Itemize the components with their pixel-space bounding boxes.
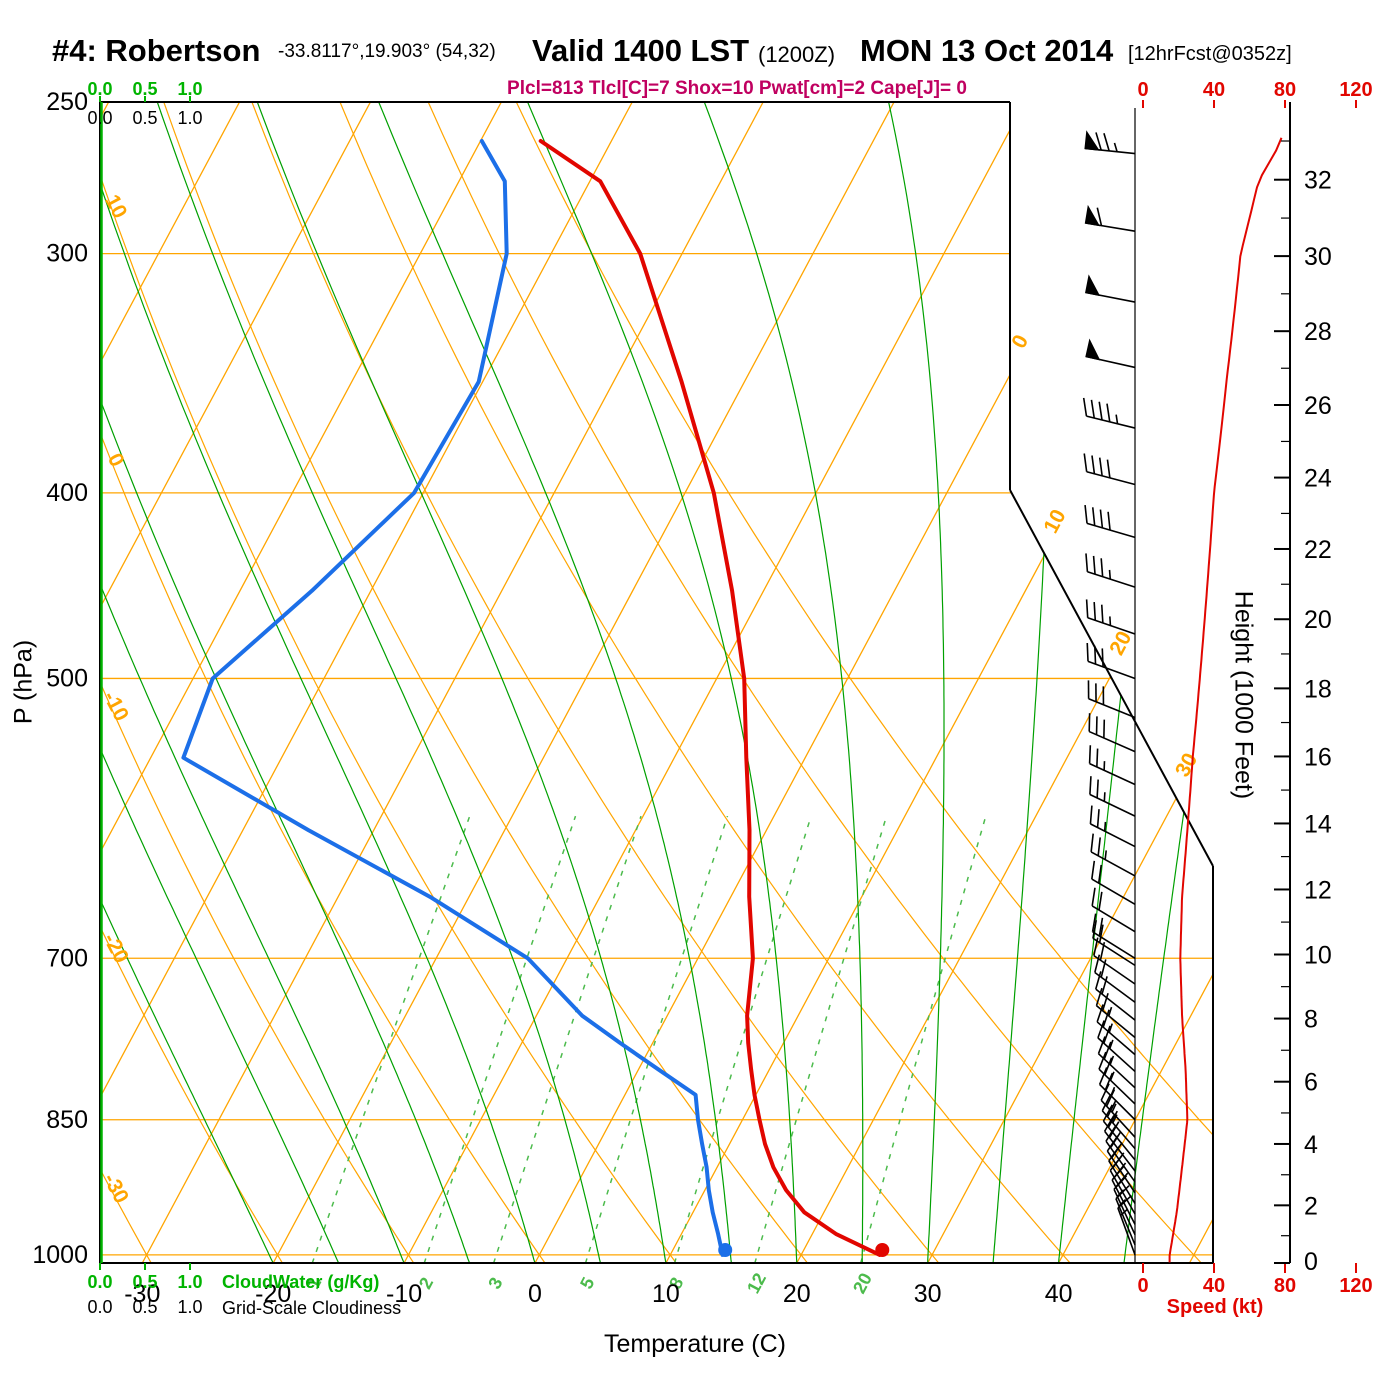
surface-temperature-dot (875, 1243, 890, 1257)
height-tick-label: 16 (1304, 743, 1332, 771)
height-tick-label: 26 (1304, 392, 1332, 420)
temperature-tick-label: 10 (652, 1280, 680, 1308)
pressure-tick-label: 300 (46, 240, 88, 268)
height-tick-label: 8 (1304, 1006, 1318, 1034)
page-title: #4: Robertson (52, 33, 261, 68)
temperature-tick-label: 40 (1045, 1280, 1073, 1308)
plot-frame (99, 101, 1214, 1264)
valid-time: Valid 1400 LST (532, 33, 750, 68)
forecast-tag: [12hrFcst@0352z] (1128, 43, 1292, 65)
height-tick-label: 2 (1304, 1192, 1318, 1220)
height-tick-label: 20 (1304, 606, 1332, 634)
cloudiness-scale-bottom: 0.0 (87, 1297, 112, 1317)
cloudwater-scale-top: 0.0 (87, 79, 112, 99)
pressure-lines (100, 252, 1213, 1256)
pressure-axis-title: P (hPa) (9, 639, 38, 725)
pressure-tick-label: 850 (46, 1106, 88, 1134)
mixing-ratio-lines (311, 815, 987, 1263)
mixing-ratio-label: 5 (576, 1274, 598, 1292)
cloudiness-scale-top: 0.5 (132, 108, 157, 128)
cloudwater-axis-title: CloudWater (g/Kg) (222, 1272, 380, 1292)
height-tick-label: 6 (1304, 1069, 1318, 1097)
wind-speed-profile (1168, 137, 1283, 1263)
temperature-axis-title: Temperature (C) (604, 1330, 786, 1358)
valid-date: MON 13 Oct 2014 (860, 33, 1114, 68)
cloudwater-scale-top: 1.0 (177, 79, 202, 99)
isotherm-label: 30 (1171, 749, 1202, 780)
pressure-tick-label: 700 (46, 944, 88, 972)
mixing-ratio-label: 3 (484, 1274, 506, 1292)
speed-tick-bottom: 80 (1274, 1275, 1296, 1297)
dry-adiabat-label: 0 (103, 450, 129, 471)
cloudiness-axis-title: Grid-Scale Cloudiness (222, 1298, 402, 1318)
temperature-tick-label: 30 (914, 1280, 942, 1308)
pressure-tick-label: 250 (46, 88, 88, 116)
speed-tick-bottom: 0 (1137, 1275, 1148, 1297)
isotherm-label: 10 (1039, 506, 1070, 537)
height-tick-label: 24 (1304, 465, 1332, 493)
speed-tick-top: 0 (1137, 79, 1148, 101)
cloudiness-scale-top: 0.0 (87, 108, 112, 128)
dewpoint-curve (181, 139, 725, 1257)
height-tick-label: 18 (1304, 675, 1332, 703)
speed-tick-top: 120 (1339, 79, 1372, 101)
temperature-curve (538, 139, 882, 1257)
dry-adiabat-label: -10 (98, 687, 133, 725)
height-tick-label: 10 (1304, 941, 1332, 969)
mixing-ratio-label: 20 (849, 1270, 876, 1297)
station-coordinates: -33.8117°,19.903° (54,32) (278, 41, 496, 62)
height-tick-label: 22 (1304, 536, 1332, 564)
speed-tick-top: 80 (1274, 79, 1296, 101)
temperature-tick-label: -20 (255, 1280, 291, 1308)
cloudwater-scale-bottom: 0.5 (132, 1272, 157, 1292)
temperature-tick-label: -30 (124, 1280, 160, 1308)
speed-tick-bottom: 120 (1339, 1275, 1372, 1297)
temperature-tick-label: 0 (528, 1280, 542, 1308)
height-axis-title: Height (1000 Feet) (1229, 590, 1258, 800)
speed-tick-bottom: 40 (1203, 1275, 1225, 1297)
speed-tick-top: 40 (1203, 79, 1225, 101)
valid-zulu: (1200Z) (758, 42, 836, 67)
sounding-parameters: Plcl=813 Tlcl[C]=7 Shox=10 Pwat[cm]=2 Ca… (507, 78, 967, 99)
dry-adiabat-label: 10 (100, 191, 131, 222)
cloudiness-scale-bottom: 0.5 (132, 1297, 157, 1317)
wind-barbs (1082, 130, 1136, 1256)
pressure-tick-label: 1000 (32, 1241, 88, 1269)
dry-adiabats (100, 102, 1213, 1263)
height-tick-label: 32 (1304, 167, 1332, 195)
height-tick-label: 14 (1304, 810, 1332, 838)
cloudwater-scale-top: 0.5 (132, 79, 157, 99)
height-tick-label: 12 (1304, 876, 1332, 904)
moist-adiabats (100, 102, 1213, 1263)
cloudwater-scale-bottom: 0.0 (87, 1272, 112, 1292)
mixing-ratio-label: 12 (743, 1270, 770, 1297)
cloudiness-scale-bottom: 1.0 (177, 1297, 202, 1317)
surface-dewpoint-dot (718, 1243, 733, 1257)
cloudwater-scale-bottom: 1.0 (177, 1272, 202, 1292)
speed-axis-title: Speed (kt) (1166, 1296, 1264, 1318)
cloudiness-scale-top: 1.0 (177, 108, 202, 128)
pressure-tick-label: 400 (46, 479, 88, 507)
height-tick-label: 4 (1304, 1131, 1318, 1159)
height-tick-label: 0 (1304, 1248, 1318, 1276)
isotherm-label: 0 (1007, 331, 1033, 352)
height-tick-label: 30 (1304, 243, 1332, 271)
temperature-tick-label: 20 (783, 1280, 811, 1308)
pressure-tick-label: 500 (46, 664, 88, 692)
temperature-tick-label: -10 (386, 1280, 422, 1308)
height-tick-label: 28 (1304, 318, 1332, 346)
